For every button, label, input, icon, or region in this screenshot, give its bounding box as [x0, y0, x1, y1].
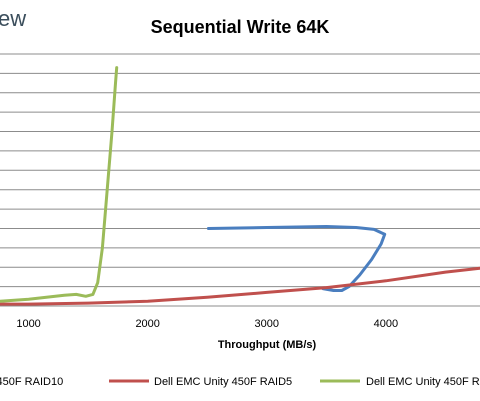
gridlines: [0, 53, 480, 307]
legend-entry: Dell EMC Unity 450F RAID: [366, 376, 480, 388]
legend-entry: y 450F RAID10: [0, 376, 63, 388]
chart-title: Sequential Write 64K: [151, 17, 330, 37]
x-tick-label: 3000: [255, 318, 279, 330]
x-tick-labels: 1000 2000 3000 4000: [16, 318, 398, 330]
plot-area: [0, 66, 480, 306]
watermark-logo: ew: [0, 6, 26, 31]
x-tick-label: 2000: [135, 318, 159, 330]
legend: y 450F RAID10 Dell EMC Unity 450F RAID5 De…: [0, 376, 480, 388]
x-tick-label: 4000: [374, 318, 398, 330]
series-line-1: [206, 225, 387, 292]
series-line-3: [0, 66, 119, 303]
series-line-2: [0, 266, 480, 306]
x-tick-label: 1000: [16, 318, 40, 330]
x-axis-label: Throughput (MB/s): [218, 339, 317, 351]
legend-entry: Dell EMC Unity 450F RAID5: [154, 376, 292, 388]
